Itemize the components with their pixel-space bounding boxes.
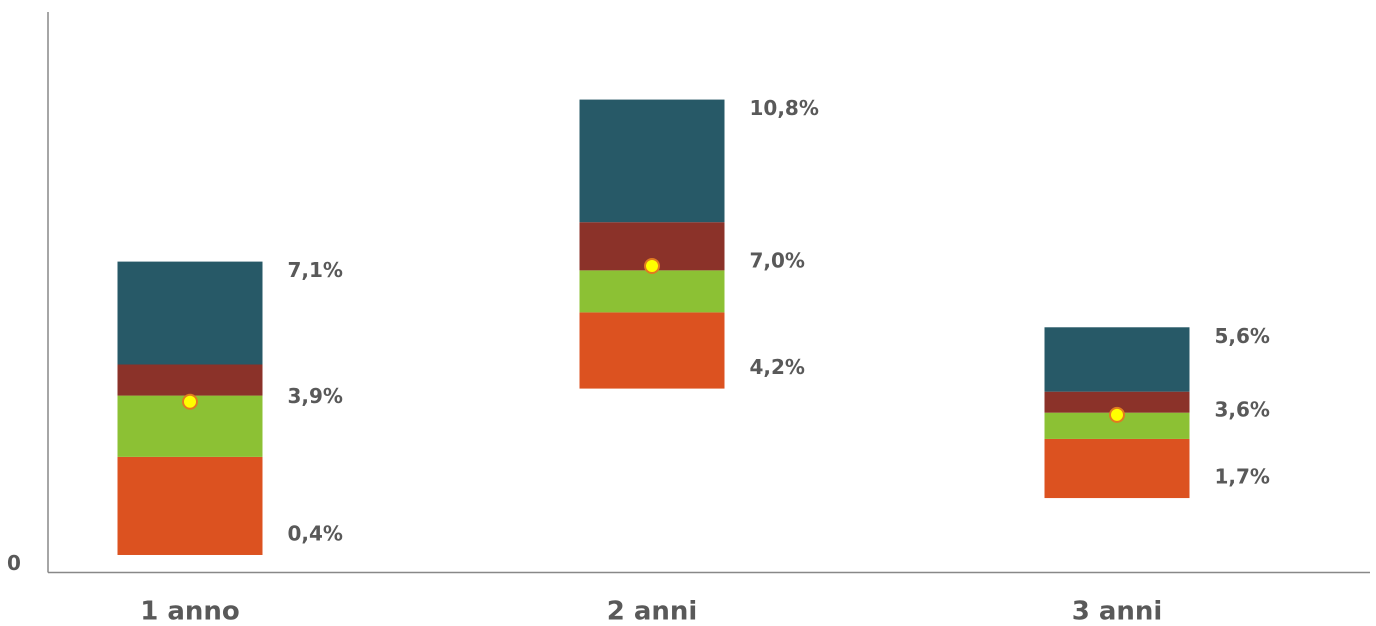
y-tick-label: 0: [7, 551, 21, 575]
x-tick-label: 2 anni: [607, 597, 698, 626]
bar-segment: [579, 270, 725, 313]
mid-marker: [182, 393, 198, 410]
bar-segment: [579, 99, 725, 223]
value-label: 4,2%: [750, 355, 805, 379]
bar-segment: [1044, 391, 1190, 413]
value-label: 3,6%: [1215, 397, 1270, 421]
mid-marker: [644, 257, 660, 274]
value-label: 3,9%: [288, 384, 343, 408]
value-label: 7,0%: [750, 248, 805, 272]
x-tick-label: 1 anno: [140, 597, 240, 626]
bar-segment: [117, 456, 263, 555]
value-label: 5,6%: [1215, 324, 1270, 348]
bar-segment: [117, 261, 263, 365]
bar-segment: [1044, 327, 1190, 392]
bar-segment: [579, 312, 725, 389]
mid-marker: [1109, 406, 1125, 423]
x-tick-label: 3 anni: [1072, 597, 1163, 626]
value-label: 0,4%: [288, 521, 343, 545]
value-label: 1,7%: [1215, 465, 1270, 489]
value-label: 10,8%: [750, 96, 819, 120]
bar-segment: [1044, 438, 1190, 499]
bar-segment: [117, 364, 263, 396]
value-label: 7,1%: [288, 258, 343, 282]
